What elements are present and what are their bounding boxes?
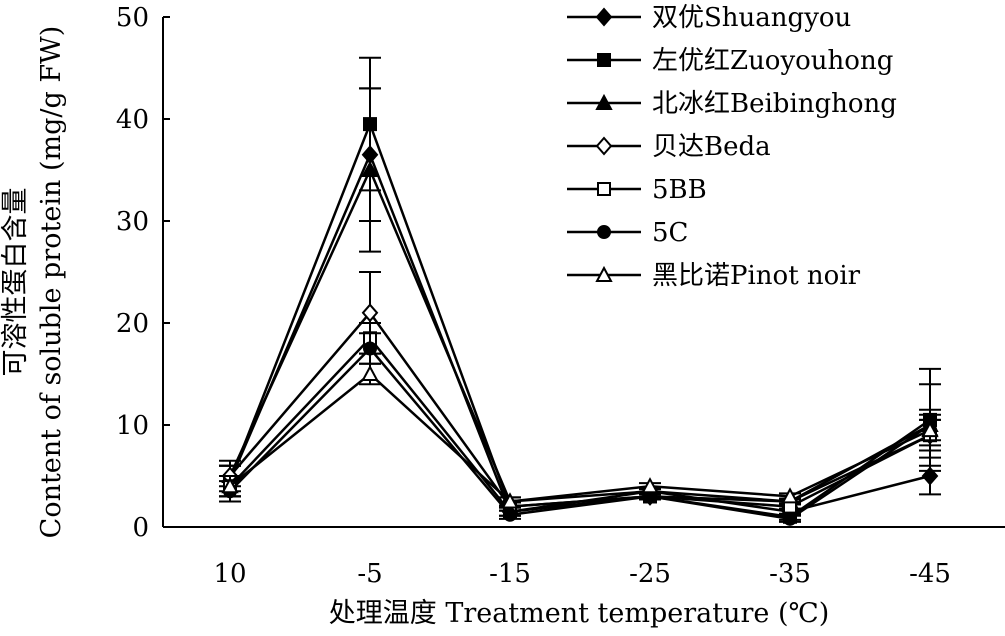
series-line: [229, 310, 931, 508]
data-point: [501, 492, 519, 509]
x-axis-ticks: 10 -5 -15 -25 -35 -45: [213, 559, 950, 589]
series-line: [228, 166, 931, 503]
y-axis-ticks: 0 10 20 30 40 50: [116, 3, 170, 543]
series-line: [228, 120, 931, 519]
x-tick-label: -15: [489, 559, 531, 589]
legend-item: 5C: [567, 218, 688, 248]
series-line: [229, 346, 931, 521]
series-line: [229, 372, 931, 503]
x-tick-label: -45: [909, 559, 951, 589]
data-point: [641, 477, 659, 494]
series-group: [219, 362, 941, 509]
series-line: [228, 151, 931, 514]
x-tick-label: -35: [769, 559, 811, 589]
legend-marker: [595, 7, 613, 27]
legend-marker: [597, 225, 611, 239]
y-tick-label: 50: [116, 3, 149, 33]
legend-marker: [595, 136, 613, 156]
y-tick-label: 0: [132, 513, 149, 543]
legend-marker: [595, 93, 613, 110]
series-line: [229, 336, 931, 514]
data-point: [363, 341, 377, 356]
data-point: [221, 477, 239, 494]
legend-marker: [597, 182, 611, 196]
y-tick-label: 20: [116, 309, 149, 339]
series-group: [219, 87, 941, 509]
data-point: [783, 511, 797, 526]
data-point: [921, 420, 939, 438]
legend-label: 贝达Beda: [652, 132, 771, 162]
data-point: [361, 303, 379, 323]
legend-item: 贝达Beda: [567, 132, 771, 162]
x-tick-label: 10: [213, 559, 246, 589]
legend-item: 北冰红Beibinghong: [567, 89, 897, 119]
legend-marker: [595, 265, 613, 282]
legend-label: 双优Shuangyou: [652, 3, 851, 33]
data-point: [361, 160, 379, 177]
y-tick-label: 30: [116, 207, 149, 237]
data-point: [361, 364, 379, 381]
y-axis-label-cn: 可溶性蛋白含量: [0, 188, 31, 377]
y-tick-label: 10: [116, 411, 149, 441]
y-axis-label-en: Content of soluble protein (mg/g FW): [36, 26, 67, 539]
legend-label: 北冰红Beibinghong: [652, 89, 897, 119]
data-point: [921, 466, 939, 486]
data-point: [503, 507, 517, 522]
legend-item: 黑比诺Pinot noir: [567, 261, 861, 291]
legend-label: 黑比诺Pinot noir: [652, 261, 861, 291]
series-group: [219, 87, 941, 522]
data-point: [781, 487, 799, 504]
x-tick-label: -25: [629, 559, 671, 589]
axes: [162, 17, 1005, 528]
legend-label: 5C: [652, 218, 688, 248]
x-axis-label: 处理温度 Treatment temperature (℃): [329, 598, 830, 629]
legend-marker: [597, 53, 611, 67]
legend-item: 双优Shuangyou: [567, 3, 851, 33]
legend-label: 5BB: [652, 175, 707, 205]
y-tick-label: 40: [116, 105, 149, 135]
legend-label: 左优红Zuoyouhong: [652, 46, 893, 76]
legend-item: 5BB: [567, 175, 707, 205]
legend: 双优Shuangyou 左优红Zuoyouhong 北冰红Beibinghong 贝达…: [567, 3, 897, 291]
legend-item: 左优红Zuoyouhong: [567, 46, 893, 76]
x-tick-label: -5: [357, 559, 382, 589]
series-layer: [219, 56, 941, 526]
